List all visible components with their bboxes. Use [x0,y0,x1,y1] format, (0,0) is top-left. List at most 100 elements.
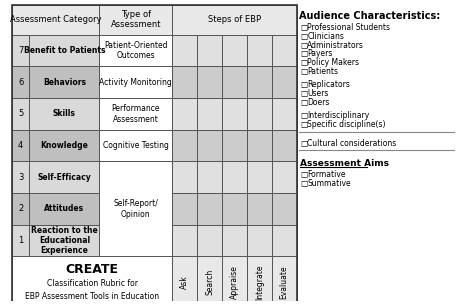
Bar [12,5,100,35]
Bar [272,161,297,193]
Text: Doers: Doers [307,98,329,107]
Bar [172,161,197,193]
Bar [197,35,222,66]
Text: Search: Search [205,269,214,295]
Bar [29,225,100,256]
Bar [172,66,197,98]
Text: CREATE: CREATE [65,263,118,276]
Text: Performance
Assessment: Performance Assessment [111,104,160,123]
Text: EBP Assessment Tools in Education: EBP Assessment Tools in Education [25,292,159,301]
Bar [247,256,272,304]
Bar [247,130,272,161]
Bar [100,161,172,256]
Bar [29,130,100,161]
Text: Type of
Assessment: Type of Assessment [110,10,161,29]
Text: Self-Report/
Opinion: Self-Report/ Opinion [113,199,158,219]
Text: Payers: Payers [307,50,333,58]
Text: Administrators: Administrators [307,40,364,50]
Bar [29,161,100,193]
Text: Specific discipline(s): Specific discipline(s) [307,120,386,129]
Text: □: □ [301,111,308,120]
Bar [222,130,247,161]
Text: Classification Rubric for: Classification Rubric for [46,279,137,288]
Bar [247,193,272,225]
Text: □: □ [301,170,308,179]
Text: □: □ [301,58,308,67]
Text: □: □ [301,120,308,129]
Text: Replicators: Replicators [307,80,350,89]
Text: Users: Users [307,89,328,98]
Bar [272,256,297,304]
Text: Cultural considerations: Cultural considerations [307,139,397,147]
Bar [100,35,172,66]
Bar [247,98,272,130]
Bar [197,98,222,130]
Bar [272,193,297,225]
Text: □: □ [301,50,308,58]
Bar [100,5,172,35]
Bar [272,35,297,66]
Bar [222,225,247,256]
Bar [172,98,197,130]
Bar [172,35,197,66]
Text: Appraise: Appraise [230,265,239,299]
Bar [12,225,29,256]
Text: 2: 2 [18,204,23,213]
Bar [272,98,297,130]
Bar [100,130,172,161]
Bar [222,66,247,98]
Text: Cognitive Testing: Cognitive Testing [103,141,169,150]
Text: Patient-Oriented
Outcomes: Patient-Oriented Outcomes [104,41,167,60]
Text: Formative: Formative [307,170,346,179]
Bar [29,193,100,225]
Bar [222,161,247,193]
Text: □: □ [301,179,308,188]
Text: Steps of EBP: Steps of EBP [208,15,261,24]
Bar [12,66,29,98]
Text: Ask: Ask [180,275,189,289]
Text: Knowledge: Knowledge [40,141,88,150]
Bar [197,193,222,225]
Bar [12,161,29,193]
Text: Audience Characteristics:: Audience Characteristics: [299,11,440,21]
Bar [29,35,100,66]
Text: □: □ [301,139,308,147]
Bar [29,98,100,130]
Bar [12,35,29,66]
Bar [12,130,29,161]
Text: □: □ [301,23,308,32]
Bar [272,66,297,98]
Text: Summative: Summative [307,179,351,188]
Text: 7: 7 [18,46,23,55]
Text: Activity Monitoring: Activity Monitoring [100,78,172,87]
Bar [12,193,29,225]
Text: Assessment Aims: Assessment Aims [301,159,390,168]
Text: Patients: Patients [307,67,338,76]
Bar [197,161,222,193]
Text: Skills: Skills [53,109,76,118]
Bar [272,130,297,161]
Bar [272,225,297,256]
Bar [247,161,272,193]
Bar [172,225,197,256]
Bar [197,66,222,98]
Text: Attitudes: Attitudes [45,204,84,213]
Text: Interdisciplinary: Interdisciplinary [307,111,370,120]
Text: 1: 1 [18,236,23,245]
Bar [222,35,247,66]
Bar [197,256,222,304]
Bar [247,35,272,66]
Bar [172,130,197,161]
Text: Self-Efficacy: Self-Efficacy [37,173,91,182]
Bar [172,256,197,304]
Bar [247,225,272,256]
Text: □: □ [301,98,308,107]
Text: 6: 6 [18,78,23,87]
Text: Benefit to Patients: Benefit to Patients [24,46,105,55]
Text: Assessment Category: Assessment Category [10,15,101,24]
Text: Reaction to the
Educational
Experience: Reaction to the Educational Experience [31,226,98,255]
Text: 3: 3 [18,173,23,182]
Bar [222,256,247,304]
Text: Behaviors: Behaviors [43,78,86,87]
Bar [222,98,247,130]
